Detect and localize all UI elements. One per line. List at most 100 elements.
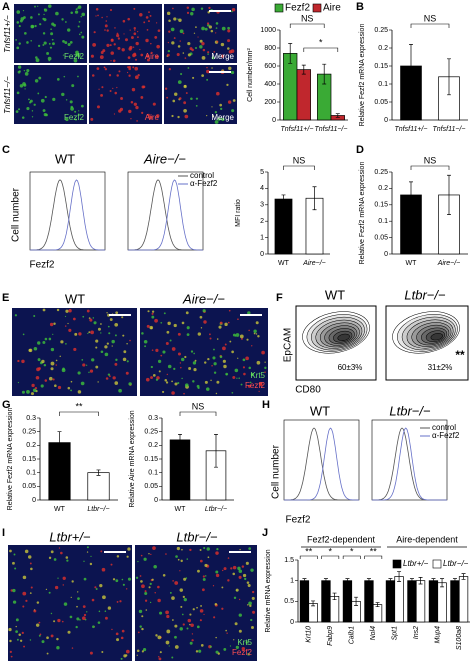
speck <box>70 106 74 111</box>
speck <box>201 74 205 78</box>
speck <box>238 377 240 379</box>
speck <box>33 346 38 351</box>
axis-label: Relative mRNA expression <box>265 549 272 632</box>
error-bar <box>301 64 306 75</box>
speck <box>247 311 251 315</box>
speck <box>18 42 21 45</box>
speck <box>208 25 212 29</box>
speck <box>196 384 200 388</box>
speck <box>53 23 56 27</box>
speck <box>213 371 217 374</box>
speck <box>264 371 266 374</box>
speck <box>181 548 183 551</box>
speck <box>250 568 254 572</box>
plot-title: WT <box>55 151 75 166</box>
speck <box>89 369 94 373</box>
bar <box>299 580 310 623</box>
x-tick-label: WT <box>54 506 66 513</box>
speck <box>137 560 139 563</box>
speck <box>193 32 196 34</box>
speck <box>172 7 174 10</box>
speck <box>43 113 47 117</box>
speck <box>31 383 35 388</box>
speck <box>98 610 101 613</box>
plot-title: WT <box>325 287 345 302</box>
speck <box>40 98 45 103</box>
speck <box>112 59 116 63</box>
speck <box>181 357 185 362</box>
significance: ** <box>455 348 465 362</box>
contour <box>430 333 443 341</box>
speck <box>74 110 77 113</box>
speck <box>144 345 147 348</box>
speck <box>26 41 29 44</box>
speck <box>86 611 88 613</box>
speck <box>88 371 90 374</box>
speck <box>186 333 190 336</box>
speck <box>73 317 76 321</box>
speck <box>142 85 146 89</box>
speck <box>73 347 77 352</box>
speck <box>29 592 32 594</box>
y-tick-label: 0 <box>384 251 388 258</box>
speck <box>117 37 121 40</box>
speck <box>185 577 188 579</box>
speck <box>30 567 33 571</box>
speck <box>169 591 172 594</box>
speck <box>190 97 193 101</box>
speck <box>24 549 29 554</box>
speck <box>249 381 252 384</box>
error-bar <box>57 431 62 454</box>
speck <box>177 381 180 385</box>
x-tick-label: S100a8 <box>456 626 463 650</box>
histogram <box>30 179 105 251</box>
speck <box>234 368 239 373</box>
speck <box>46 636 49 640</box>
speck <box>80 15 83 18</box>
speck <box>180 72 183 76</box>
speck <box>196 625 200 629</box>
speck <box>218 325 222 329</box>
speck <box>181 377 183 380</box>
speck <box>88 317 91 319</box>
error-bar <box>447 58 451 96</box>
speck <box>91 358 95 362</box>
speck <box>177 332 181 336</box>
speck <box>50 361 55 366</box>
speck <box>177 80 182 84</box>
speck <box>116 34 120 38</box>
speck <box>86 309 90 313</box>
speck <box>18 108 21 111</box>
speck <box>151 312 154 315</box>
speck <box>163 312 166 315</box>
group-label: Aire-dependent <box>396 534 458 544</box>
panel-letter: F <box>276 292 283 304</box>
speck <box>197 569 200 573</box>
speck <box>191 639 194 642</box>
speck <box>131 87 136 92</box>
speck <box>227 321 230 324</box>
speck <box>156 114 160 118</box>
speck <box>61 620 64 623</box>
speck <box>125 654 128 657</box>
speck <box>15 618 19 622</box>
speck <box>75 625 78 629</box>
speck <box>220 107 223 111</box>
speck <box>151 578 154 581</box>
speck <box>192 608 195 611</box>
speck <box>126 71 129 74</box>
speck <box>157 635 162 640</box>
speck <box>120 657 123 660</box>
speck <box>92 625 95 629</box>
speck <box>177 18 179 20</box>
speck <box>206 66 208 69</box>
speck <box>161 390 165 394</box>
speck <box>243 372 246 376</box>
y-tick-label: 0.05 <box>374 234 388 241</box>
speck <box>15 625 17 628</box>
speck <box>116 638 120 642</box>
speck <box>186 6 190 9</box>
speck <box>206 22 210 25</box>
legend-label: Fezf2 <box>285 3 310 14</box>
speck <box>174 645 179 649</box>
